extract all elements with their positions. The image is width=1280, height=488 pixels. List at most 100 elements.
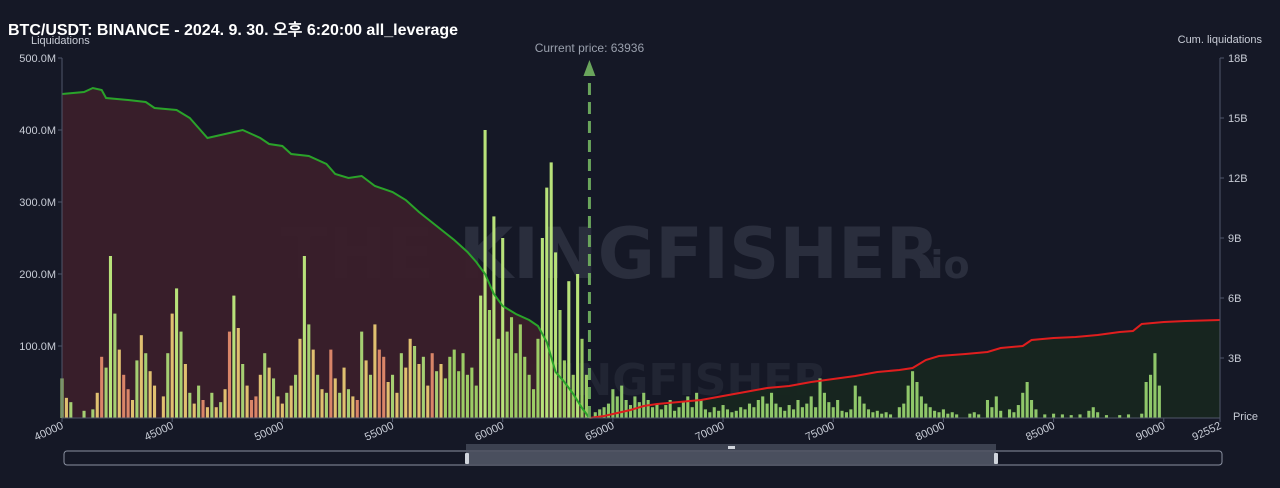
liq-bar	[1021, 392, 1025, 418]
scrollbar-track[interactable]	[63, 450, 1223, 466]
scrollbar-right-handle[interactable]	[994, 453, 998, 464]
liq-bar	[144, 353, 148, 418]
liq-bar	[677, 407, 681, 418]
liq-bar	[139, 335, 143, 418]
liq-bar	[739, 407, 743, 418]
liq-bar	[1157, 385, 1161, 418]
liq-bar	[902, 403, 906, 418]
left-tick-label: 400.0M	[19, 125, 56, 137]
liq-bar	[1149, 374, 1153, 418]
liq-bar	[681, 402, 685, 418]
liq-bar	[338, 392, 342, 418]
liq-bar	[294, 374, 298, 418]
right-tick-label: 3B	[1228, 353, 1241, 365]
scrollbar-left-handle[interactable]	[465, 453, 469, 464]
liq-bar	[752, 407, 756, 418]
liq-bar	[1034, 409, 1038, 418]
liq-bar	[800, 407, 804, 418]
liq-bar	[690, 407, 694, 418]
liq-bar	[558, 310, 562, 418]
liq-bar	[761, 396, 765, 418]
scrollbar-grip-icon[interactable]	[728, 446, 735, 449]
liq-bar	[624, 400, 628, 418]
liq-bar	[236, 328, 240, 418]
liq-bar	[509, 317, 514, 418]
scrollbar-thumb[interactable]	[466, 452, 996, 464]
liq-bar	[571, 374, 575, 418]
x-tick-label: 75000	[804, 420, 837, 444]
liq-bar	[1060, 414, 1064, 418]
liq-bar	[276, 396, 280, 418]
liq-bar	[946, 413, 950, 418]
liq-bar	[725, 409, 730, 418]
liq-bar	[814, 407, 818, 418]
x-tick-label: 92552	[1190, 420, 1223, 444]
liq-bar	[1087, 410, 1091, 418]
liq-bar	[214, 407, 218, 418]
liq-bar	[333, 378, 337, 418]
liq-bar	[368, 374, 373, 418]
liq-bar	[584, 374, 588, 418]
liq-bar	[1007, 409, 1012, 418]
liq-bar	[170, 313, 174, 418]
liq-bar	[972, 412, 976, 418]
cumulative-lines	[61, 86, 1221, 419]
liq-bar	[289, 385, 293, 418]
liq-bar	[505, 331, 509, 418]
liq-bar	[911, 371, 915, 418]
liq-bar	[307, 324, 311, 418]
current-price-label: Current price: 63936	[535, 41, 645, 55]
liq-bar	[545, 187, 549, 418]
liq-bar	[439, 364, 443, 418]
liq-bar	[637, 402, 641, 418]
liq-bar	[836, 400, 840, 418]
right-tick-label: 15B	[1228, 113, 1248, 125]
liq-bar	[858, 396, 862, 418]
liq-bar	[263, 353, 267, 418]
liq-bar	[298, 338, 302, 418]
liq-bar	[355, 400, 359, 418]
liq-bar	[82, 410, 86, 418]
liquidation-bars	[60, 130, 1161, 418]
liq-bar	[747, 403, 752, 418]
liq-bar	[756, 400, 760, 418]
liq-bar	[888, 414, 893, 418]
liq-bar	[730, 412, 734, 418]
left-tick-label: 100.0M	[19, 341, 56, 353]
liq-bar	[668, 400, 672, 418]
liq-bar	[232, 295, 236, 418]
liq-bar	[919, 396, 923, 418]
x-tick-label: 70000	[694, 420, 727, 444]
left-tick-label: 500.0M	[19, 53, 56, 65]
liq-bar	[249, 400, 254, 418]
liq-bar	[831, 407, 835, 418]
current-price-marker: Current price: 63936	[535, 41, 645, 418]
liq-bar	[664, 405, 668, 418]
liq-bar	[562, 360, 566, 418]
liq-bar	[941, 409, 945, 418]
liq-bar	[633, 396, 637, 418]
liq-bar	[822, 392, 826, 418]
liq-bar	[377, 349, 381, 418]
liq-bar	[153, 385, 157, 418]
x-axis-title: Price	[1233, 411, 1258, 423]
liq-bar	[448, 356, 452, 418]
liq-bar	[628, 405, 633, 418]
right-axis-title: Cum. liquidations	[1178, 34, 1263, 46]
liq-bar	[254, 396, 258, 418]
range-scrollbar[interactable]	[63, 444, 1223, 466]
liq-bar	[809, 396, 813, 418]
liq-bar	[320, 389, 324, 418]
liq-bar	[862, 403, 866, 418]
liq-bar	[778, 407, 782, 418]
liq-bar	[536, 338, 540, 418]
current-price-arrow	[583, 60, 596, 76]
liq-bar	[1126, 414, 1131, 418]
liq-bar	[435, 371, 439, 418]
liq-bar	[659, 409, 663, 418]
liq-bar	[302, 256, 306, 418]
liq-bar	[985, 400, 990, 418]
liq-bar	[373, 324, 377, 418]
liq-bar	[1144, 382, 1148, 418]
